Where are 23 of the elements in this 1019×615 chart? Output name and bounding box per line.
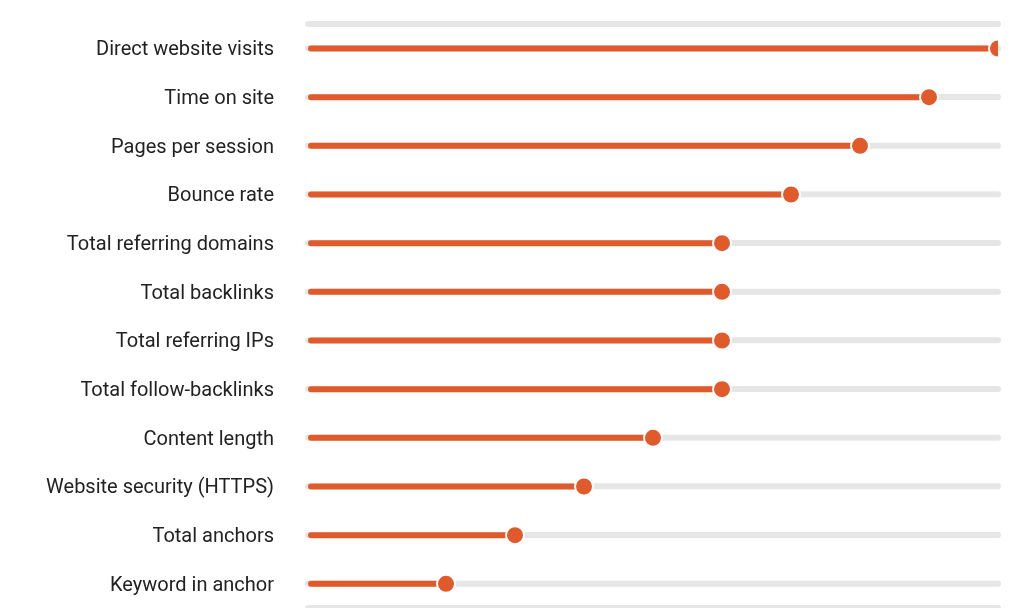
y-tick-label: Website security (HTTPS) [46,474,274,499]
y-tick-label: Total anchors [152,523,274,548]
y-tick-label: Total referring IPs [115,328,274,353]
y-tick-label: Time on site [164,85,274,110]
y-tick-label: Total referring domains [66,231,274,256]
point [781,184,801,205]
point [712,379,732,400]
point [574,476,594,497]
point [850,135,870,156]
y-tick-label: Total backlinks [140,279,274,304]
point [712,233,732,254]
y-tick-label: Total follow-backlinks [80,377,274,402]
y-tick-label: Content length [143,425,274,450]
point [643,427,663,448]
y-tick-label: Keyword in anchor [110,571,275,596]
point [505,525,525,546]
point [712,281,732,302]
point [919,87,939,108]
y-tick-label: Direct website visits [96,36,274,61]
y-tick-label: Bounce rate [167,182,274,207]
point [436,573,456,594]
y-tick-label: Pages per session [111,133,274,158]
point [712,330,732,351]
